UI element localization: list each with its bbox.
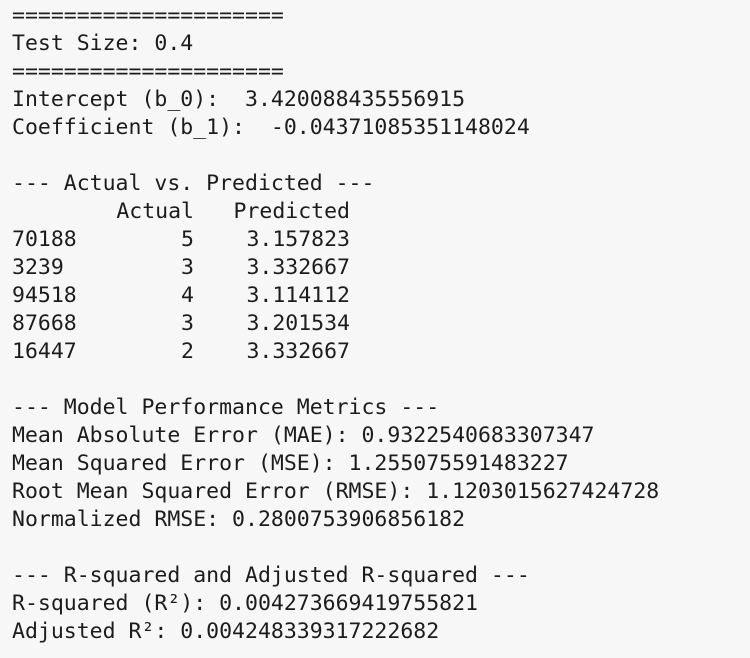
table-row: 94518 4 3.114112: [12, 282, 750, 310]
table-cell-actual: 4: [181, 283, 194, 308]
table-cell-predicted: 3.332667: [246, 255, 350, 280]
table-row: 16447 2 3.332667: [12, 338, 750, 366]
table-column-header-predicted: Predicted: [233, 199, 351, 224]
table-header-row: Actual Predicted: [12, 198, 750, 226]
table-row: 70188 5 3.157823: [12, 226, 750, 254]
separator-rule-bottom: =====================: [12, 59, 284, 84]
table-index-header: [12, 198, 108, 226]
r-squared-section-header: --- R-squared and Adjusted R-squared ---: [12, 563, 530, 588]
adjusted-r-squared-line: Adjusted R²: 0.004248339317222682: [12, 619, 440, 644]
intercept-line: Intercept (b_0): 3.420088435556915: [12, 87, 466, 112]
normalized-rmse-line: Normalized RMSE: 0.2800753906856182: [12, 507, 466, 532]
table-row-index: 70188: [12, 227, 77, 252]
table-cell-predicted: 3.201534: [246, 311, 350, 336]
table-row-index: 16447: [12, 339, 77, 364]
mse-line: Mean Squared Error (MSE): 1.255075591483…: [12, 451, 569, 476]
table-row: 3239 3 3.332667: [12, 254, 750, 282]
separator-rule-top: =====================: [12, 3, 284, 28]
table-row: 87668 3 3.201534: [12, 310, 750, 338]
comparison-section-header: --- Actual vs. Predicted ---: [12, 171, 375, 196]
table-cell-actual: 2: [181, 339, 194, 364]
r-squared-line: R-squared (R²): 0.004273669419755821: [12, 591, 478, 616]
table-cell-predicted: 3.332667: [246, 339, 350, 364]
table-row-index: 87668: [12, 311, 77, 336]
test-size-line: Test Size: 0.4: [12, 31, 194, 56]
coefficient-line: Coefficient (b_1): -0.04371085351148024: [12, 115, 530, 140]
rmse-line: Root Mean Squared Error (RMSE): 1.120301…: [12, 479, 660, 504]
table-row-index: 3239: [12, 255, 64, 280]
blank-line: [12, 142, 750, 170]
blank-line: [12, 534, 750, 562]
table-row-index: 94518: [12, 283, 77, 308]
table-column-header-actual: Actual: [116, 199, 194, 224]
mae-line: Mean Absolute Error (MAE): 0.93225406833…: [12, 423, 595, 448]
table-cell-actual: 5: [181, 227, 194, 252]
table-cell-predicted: 3.114112: [246, 283, 350, 308]
blank-line: [12, 366, 750, 394]
metrics-section-header: --- Model Performance Metrics ---: [12, 395, 440, 420]
table-cell-actual: 3: [181, 311, 194, 336]
table-cell-predicted: 3.157823: [246, 227, 350, 252]
table-cell-actual: 3: [181, 255, 194, 280]
